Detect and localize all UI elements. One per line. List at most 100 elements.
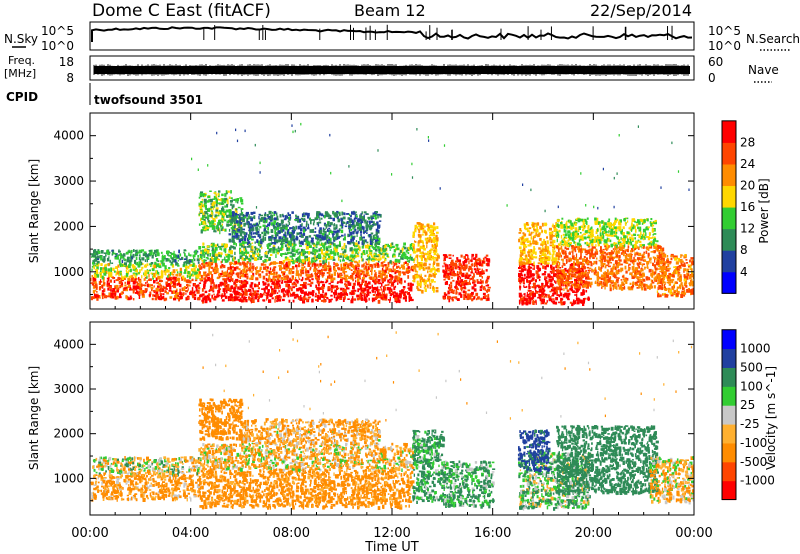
heatmap-cell <box>429 283 432 287</box>
heatmap-cell <box>378 249 381 252</box>
heatmap-cell <box>433 237 436 242</box>
heatmap-cell <box>524 273 526 277</box>
heatmap-cell <box>528 275 531 279</box>
heatmap-cell <box>393 286 396 291</box>
heatmap-cell <box>215 215 218 219</box>
heatmap-cell <box>281 253 283 257</box>
heatmap-cell <box>236 228 238 231</box>
heatmap-cell <box>290 237 293 241</box>
heatmap-cell <box>341 223 344 226</box>
heatmap-cell <box>268 257 271 260</box>
heatmap-cell <box>215 203 218 207</box>
heatmap-cell <box>241 294 244 298</box>
heatmap-cell <box>218 219 220 222</box>
heatmap-cell <box>433 222 436 226</box>
heatmap-cell <box>226 204 229 207</box>
heatmap-cell <box>482 270 485 274</box>
heatmap-cell <box>394 276 397 280</box>
heatmap-cell <box>327 275 330 278</box>
heatmap-cell <box>372 247 376 249</box>
heatmap-cell <box>316 216 319 219</box>
heatmap-cell <box>304 270 308 274</box>
heatmap-cell <box>400 290 404 294</box>
heatmap-cell <box>312 219 315 221</box>
heatmap-cell <box>351 265 355 268</box>
heatmap-cell <box>518 270 522 272</box>
heatmap-cell <box>168 254 172 257</box>
heatmap-cell <box>298 218 302 223</box>
heatmap-cell <box>377 225 380 229</box>
heatmap-cell <box>230 190 232 194</box>
heatmap-cell <box>291 240 293 245</box>
heatmap-cell <box>298 256 301 260</box>
heatmap-cell <box>268 270 271 274</box>
heatmap-cell <box>187 275 190 278</box>
heatmap-cell <box>171 281 175 283</box>
heatmap-cell <box>453 274 457 277</box>
heatmap-cell <box>328 271 331 275</box>
heatmap-cell <box>429 234 433 237</box>
heatmap-cell <box>406 291 408 294</box>
heatmap-cell <box>198 223 201 226</box>
heatmap-cell <box>309 217 311 221</box>
heatmap-cell <box>224 259 228 263</box>
heatmap-cell <box>371 255 373 258</box>
heatmap-cell <box>363 293 366 297</box>
heatmap-cell <box>254 294 257 298</box>
heatmap-cell <box>378 258 381 261</box>
heatmap-cell <box>224 284 228 288</box>
heatmap-cell <box>164 286 167 289</box>
heatmap-cell <box>296 232 300 235</box>
heatmap-cell <box>313 263 317 266</box>
heatmap-cell <box>211 277 213 280</box>
heatmap-cell <box>412 250 416 254</box>
beam-label: Beam 12 <box>354 1 426 20</box>
heatmap-cell <box>303 252 305 256</box>
heatmap-cell <box>384 284 388 286</box>
heatmap-cell <box>423 286 426 289</box>
heatmap-cell <box>235 243 237 247</box>
heatmap-cell <box>458 280 461 283</box>
heatmap-cell <box>443 262 446 265</box>
heatmap-cell <box>141 268 143 271</box>
heatmap-cell <box>422 233 424 236</box>
heatmap-cell <box>522 281 525 284</box>
heatmap-cell <box>394 258 398 263</box>
heatmap-cell <box>276 226 280 231</box>
heatmap-cell <box>353 289 357 292</box>
heatmap-cell <box>452 296 455 299</box>
heatmap-cell <box>153 252 155 255</box>
heatmap-cell <box>268 218 272 220</box>
heatmap-cell <box>479 289 483 291</box>
heatmap-cell <box>214 247 218 251</box>
heatmap-cell <box>474 258 478 262</box>
heatmap-cell <box>481 280 484 284</box>
heatmap-cell <box>248 293 252 296</box>
heatmap-cell <box>356 255 360 258</box>
heatmap-cell <box>376 280 379 284</box>
heatmap-cell <box>354 215 357 219</box>
heatmap-cell <box>382 245 386 247</box>
heatmap-cell <box>436 269 439 272</box>
heatmap-cell <box>328 282 332 285</box>
heatmap-cell <box>419 245 423 249</box>
heatmap-cell <box>214 285 218 289</box>
heatmap-cell <box>298 296 300 300</box>
heatmap-cell <box>224 251 227 254</box>
heatmap-cell <box>316 254 320 257</box>
heatmap-cell <box>260 293 264 297</box>
heatmap-cell <box>372 276 375 280</box>
heatmap-cell <box>286 289 290 294</box>
heatmap-cell <box>527 299 530 304</box>
heatmap-cell <box>332 256 335 259</box>
heatmap-cell <box>351 211 355 215</box>
heatmap-cell <box>365 285 369 289</box>
heatmap-cell <box>257 254 261 256</box>
heatmap-cell <box>210 211 212 215</box>
heatmap-cell <box>367 259 370 264</box>
heatmap-cell <box>209 190 212 192</box>
heatmap-cell <box>582 289 585 294</box>
heatmap-cell <box>261 231 263 235</box>
heatmap-cell <box>564 267 567 272</box>
heatmap-cell <box>464 291 467 295</box>
